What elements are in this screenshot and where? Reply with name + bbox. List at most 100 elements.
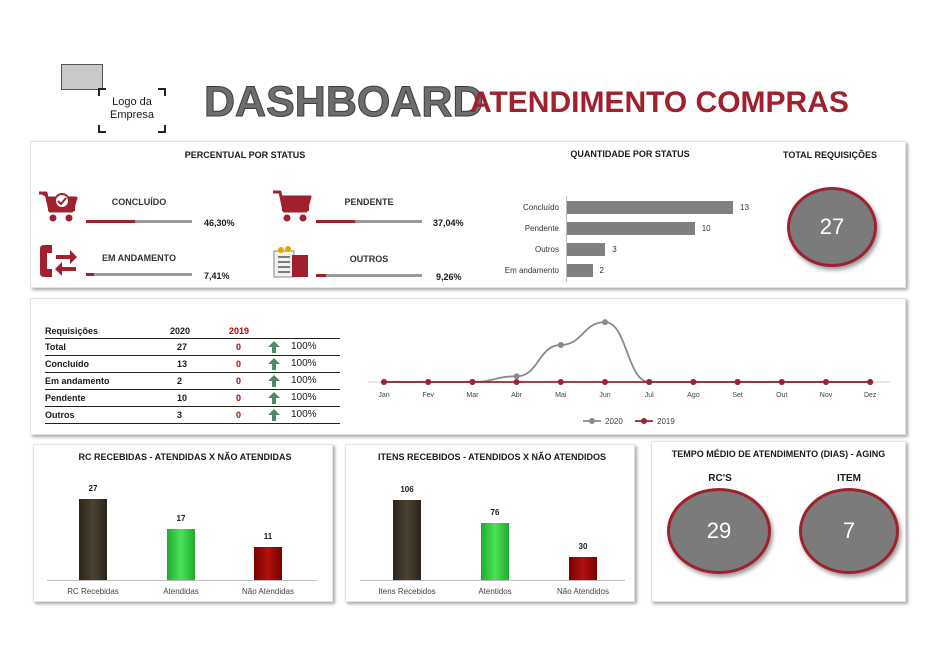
table-cell-2019: 0 — [236, 393, 242, 403]
status-bar-outros — [316, 274, 422, 277]
exchange-arrows-icon — [40, 245, 77, 277]
page-title: DASHBOARD — [204, 78, 484, 127]
quantity-bar-label: Outros — [534, 245, 559, 254]
bar-category-label: Itens Recebidos — [378, 587, 436, 596]
aging-rc-circle: 29 — [667, 488, 771, 574]
x-tick-label: Nov — [820, 392, 833, 399]
bar — [481, 522, 509, 580]
quantity-bar-value: 2 — [599, 266, 604, 275]
x-tick-label: Mar — [466, 392, 479, 399]
rc-chart-title: RC RECEBIDAS - ATENDIDAS X NÃO ATENDIDAS — [78, 452, 292, 462]
status-label-concluido: CONCLUÍDO — [111, 197, 167, 207]
table-cell-pct: 100% — [291, 375, 317, 386]
status-bar-fill — [316, 274, 326, 277]
table-header-2019: 2019 — [229, 326, 250, 336]
table-cell-2019: 0 — [236, 410, 242, 420]
monthly-line-chart: Jan Fev Mar Abr Mai Jun Jul Ago Set Out Nov Dez 2020… — [368, 319, 890, 426]
series-point-2020 — [557, 341, 564, 348]
table-row-divider — [45, 423, 340, 424]
aging-item-circle: 7 — [799, 488, 899, 574]
series-point-2019 — [690, 379, 697, 385]
x-tick-label: Out — [776, 392, 787, 399]
status-pct-outros: 9,26% — [436, 272, 462, 282]
quantity-bar — [567, 222, 695, 235]
quantity-bar — [567, 201, 733, 214]
quantity-bar — [567, 243, 606, 256]
status-pct-concluido: 46,30% — [204, 218, 235, 228]
bar-value-label: 30 — [578, 542, 588, 552]
bar-value-label: 11 — [263, 532, 273, 541]
bar-category-label: Não Atendidos — [556, 587, 610, 596]
up-arrow-icon — [268, 409, 280, 421]
quantity-panel-title: QUANTIDADE POR STATUS — [570, 149, 690, 159]
legend-marker — [641, 418, 647, 424]
up-arrow-icon — [268, 358, 280, 370]
table-row-divider — [45, 372, 340, 373]
status-label-em-andamento: EM ANDAMENTO — [102, 253, 176, 263]
total-requisicoes-circle: 27 — [787, 187, 877, 267]
bar — [254, 547, 282, 580]
table-cell-label: Concluído — [45, 359, 89, 369]
page-subtitle: ATENDIMENTO COMPRAS — [470, 86, 849, 119]
x-tick-label: Abr — [511, 392, 523, 399]
status-label-pendente: PENDENTE — [344, 197, 394, 207]
series-point-2019 — [823, 379, 829, 385]
table-cell-label: Pendente — [45, 393, 86, 403]
series-point-2019 — [513, 379, 520, 385]
table-cell-2020: 13 — [177, 359, 188, 369]
quantity-bar-value: 13 — [740, 203, 749, 212]
table-row-divider — [45, 355, 340, 356]
legend-marker — [589, 418, 595, 424]
cart-icon — [273, 190, 312, 222]
x-tick-label: Jun — [599, 392, 610, 399]
quantity-bar-label: Em andamento — [504, 266, 559, 275]
x-tick-label: Mai — [555, 392, 567, 399]
table-header-requisicoes: Requisições — [45, 326, 99, 336]
series-line-2020 — [384, 321, 871, 383]
itens-chart-title: ITENS RECEBIDOS - ATENDIDOS X NÃO ATENDI… — [377, 452, 606, 462]
series-point-2019 — [646, 379, 653, 385]
x-tick-label: Jul — [645, 392, 654, 399]
table-cell-2020: 27 — [177, 342, 188, 352]
itens-chart-axis — [360, 580, 625, 581]
up-arrow-icon — [268, 392, 280, 404]
requisitions-panel — [30, 298, 906, 435]
bar — [569, 557, 597, 580]
table-cell-label: Em andamento — [45, 376, 110, 386]
x-tick-label: Fev — [422, 392, 434, 399]
table-cell-pct: 100% — [291, 341, 317, 352]
aging-panel-title: TEMPO MÉDIO DE ATENDIMENTO (DIAS) - AGIN… — [671, 449, 886, 459]
bar-value-label: 27 — [88, 484, 98, 493]
status-bar-pendente — [316, 220, 422, 223]
table-cell-2020: 2 — [177, 376, 183, 386]
logo-placeholder — [61, 64, 103, 90]
table-cell-2019: 0 — [236, 359, 242, 369]
table-row-divider — [45, 406, 340, 407]
quantity-bar-label: Concluído — [522, 203, 559, 212]
quantity-bar — [567, 264, 593, 277]
logo-text: Logo da Empresa — [109, 96, 155, 121]
x-tick-label: Jan — [378, 392, 389, 399]
status-bar-em-andamento — [86, 273, 192, 276]
series-point-2020 — [513, 373, 520, 380]
legend-label: 2019 — [657, 417, 675, 426]
cart-check-icon — [39, 191, 78, 222]
legend-label: 2020 — [605, 417, 623, 426]
table-cell-pct: 100% — [291, 358, 317, 369]
status-label-outros: OUTROS — [349, 254, 389, 264]
quantity-bar-label: Pendente — [524, 224, 559, 233]
series-point-2019 — [602, 379, 608, 385]
total-panel-title: TOTAL REQUISIÇÕES — [782, 150, 877, 160]
series-point-2019 — [867, 379, 874, 385]
quantity-axis — [566, 196, 567, 282]
bar-value-label: 106 — [400, 485, 414, 494]
table-row-divider — [45, 389, 340, 390]
aging-rc-label: RC'S — [708, 473, 732, 484]
status-bar-fill — [86, 220, 136, 223]
series-point-2019 — [557, 379, 564, 385]
aging-item-label: ITEM — [837, 473, 861, 484]
table-cell-label: Outros — [45, 410, 75, 420]
status-bar-concluido — [86, 220, 192, 223]
series-point-2020 — [602, 319, 608, 326]
status-bar-fill — [316, 220, 356, 223]
